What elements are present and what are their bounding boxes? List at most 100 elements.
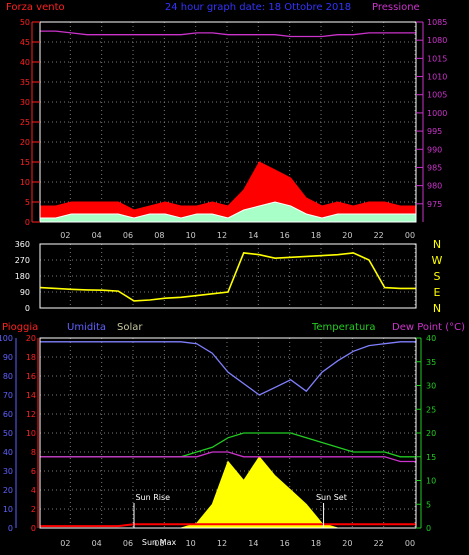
humidity-axis-tick: 14 [26,391,36,400]
time-tick-label: 00 [405,539,415,548]
time-tick-label: 16 [280,231,290,240]
panel-frame [39,243,417,309]
direction-axis-tick: 0 [25,304,30,313]
wind-axis-tick: 20 [20,138,30,147]
time-tick-label: 10 [186,231,196,240]
rain-axis-tick: 40 [3,448,13,457]
wind-axis-tick: 15 [20,158,30,167]
rain-axis-tick: 50 [3,429,13,438]
time-tick-label: 18 [311,231,321,240]
wind-axis-tick: 30 [20,98,30,107]
wind-axis-tick: 5 [25,198,30,207]
pressure-axis-tick: 1000 [427,109,447,118]
humidity-temperature-panel: 1009080706050403020100201816141210864204… [0,334,436,548]
pressure-axis-tick: 1005 [427,91,447,100]
compass-label: N [433,238,441,251]
compass-label: W [432,254,443,267]
rain-axis-tick: 60 [3,410,13,419]
temperature-axis-tick: 30 [426,382,436,391]
time-tick-label: 02 [60,231,70,240]
humidity-axis-tick: 4 [31,486,36,495]
temperature-axis-tick: 5 [426,500,431,509]
temperature-axis-tick: 10 [426,477,436,486]
rain-axis-tick: 10 [3,505,13,514]
time-tick-label: 06 [123,539,133,548]
rain-line [40,523,416,528]
time-tick-label: 12 [217,539,227,548]
direction-axis-tick: 360 [15,240,30,249]
time-tick-label: 14 [248,539,258,548]
time-tick-label: 02 [60,539,70,548]
pressure-axis-tick: 975 [427,200,442,209]
humidity-axis-tick: 18 [26,353,36,362]
wind-axis-title: Forza vento [6,2,65,13]
pressure-axis-tick: 1015 [427,54,447,63]
time-tick-label: 10 [186,539,196,548]
solar-label: Solar [117,322,143,333]
humidity-axis-tick: 16 [26,372,36,381]
wind-pressure-panel: 5045403530252015105010851080101510101005… [20,18,448,240]
rain-axis-tick: 80 [3,372,13,381]
temperature-axis-tick: 35 [426,358,436,367]
rain-axis-tick: 90 [3,353,13,362]
time-tick-label: 18 [311,539,321,548]
direction-axis-tick: 270 [15,256,30,265]
sun-rise-label: Sun Rise [135,493,170,502]
wind-axis-tick: 40 [20,58,30,67]
wind-axis-tick: 35 [20,78,30,87]
pressure-line [40,30,416,38]
time-tick-label: 20 [342,231,352,240]
rain-axis-tick: 70 [3,391,13,400]
compass-label: S [434,270,441,283]
humidity-axis-tick: 0 [31,524,36,533]
wind-speed-area [39,161,417,223]
sun-max-label: Sun Max [142,538,177,547]
wind-axis-tick: 50 [20,18,30,27]
humidity-axis-tick: 8 [31,448,36,457]
humidity-line [40,341,416,396]
sun-set-label: Sun Set [316,493,347,502]
compass-label: N [433,302,441,315]
rain-axis-tick: 0 [8,524,13,533]
wind-axis-tick: 10 [20,178,30,187]
time-tick-label: 22 [374,539,384,548]
wind-axis-tick: 25 [20,118,30,127]
humidity-axis-tick: 12 [26,410,36,419]
temperature-label: Temperatura [311,322,376,333]
pressure-axis-tick: 990 [427,145,442,154]
direction-axis-tick: 90 [20,288,30,297]
pressure-axis-tick: 995 [427,127,442,136]
pressure-axis-tick: 980 [427,182,442,191]
temperature-axis-tick: 25 [426,405,436,414]
time-tick-label: 00 [405,231,415,240]
temperature-axis-tick: 0 [426,524,431,533]
temperature-axis-tick: 20 [426,429,436,438]
dew-point-label: Dew Point (°C) [392,322,465,333]
pressure-axis-tick: 985 [427,163,442,172]
rain-label: Pioggia [2,322,38,333]
dew-point-line [40,451,416,463]
humidity-label: Umidita [67,322,106,333]
temperature-axis-tick: 40 [426,334,436,343]
time-tick-label: 12 [217,231,227,240]
time-tick-label: 20 [342,539,352,548]
pressure-axis-tick: 1010 [427,73,447,82]
time-tick-label: 04 [92,539,102,548]
humidity-axis-tick: 20 [26,334,36,343]
chart-title: 24 hour graph date: 18 Ottobre 2018 [165,2,351,13]
pressure-axis-tick: 1080 [427,36,447,45]
compass-label: E [434,286,441,299]
wind-direction-line [39,252,416,302]
pressure-axis-tick: 1085 [427,18,447,27]
time-tick-label: 14 [248,231,258,240]
wind-axis-tick: 45 [20,38,30,47]
temperature-axis-tick: 15 [426,453,436,462]
humidity-axis-tick: 2 [31,505,36,514]
time-tick-label: 08 [154,231,164,240]
time-tick-label: 08 [154,539,164,548]
pressure-axis-title: Pressione [372,2,420,13]
time-tick-label: 22 [374,231,384,240]
rain-axis-tick: 20 [3,486,13,495]
